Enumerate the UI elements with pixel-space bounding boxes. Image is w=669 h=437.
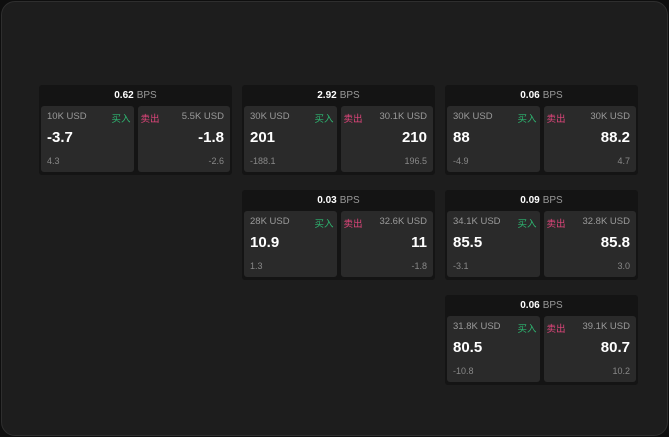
sell-button[interactable]: 30.1K USD 卖出 210 196.5 [340, 106, 433, 172]
buy-button[interactable]: 30K USD 买入 88 -4.9 [447, 106, 540, 172]
buy-price: 201 [250, 129, 276, 146]
quote-card: 0.09 BPS 34.1K USD 买入 85.5 -3.1 32.8K USD… [445, 190, 638, 280]
sell-button[interactable]: 39.1K USD 卖出 80.7 10.2 [543, 316, 636, 382]
sell-change: 196.5 [404, 156, 427, 166]
buy-button[interactable]: 34.1K USD 买入 85.5 -3.1 [447, 211, 540, 277]
sell-size: 5.5K USD [181, 111, 224, 122]
buy-size: 28K USD [250, 216, 290, 227]
spread-value: 2.92 [317, 90, 337, 101]
buy-change: -3.1 [453, 261, 469, 271]
sell-button[interactable]: 32.8K USD 卖出 85.8 3.0 [543, 211, 636, 277]
quote-card: 2.92 BPS 30K USD 买入 201 -188.1 30.1K USD … [242, 85, 435, 175]
quote-card: 0.03 BPS 28K USD 买入 10.9 1.3 32.6K USD 卖出… [242, 190, 435, 280]
sell-button[interactable]: 5.5K USD 卖出 -1.8 -2.6 [137, 106, 230, 172]
spread-value: 0.06 [520, 300, 540, 311]
buy-size: 34.1K USD [453, 216, 501, 227]
buy-price: 10.9 [250, 234, 280, 251]
sell-label: 卖出 [343, 219, 363, 230]
sell-price: -1.8 [198, 129, 224, 146]
sell-size: 30K USD [590, 111, 630, 122]
spread-unit: BPS [339, 90, 360, 101]
buy-label: 买入 [314, 114, 334, 125]
buy-price: -3.7 [47, 129, 73, 146]
buy-label: 买入 [517, 324, 537, 335]
quote-card: 0.06 BPS 30K USD 买入 88 -4.9 30K USD 卖出 88… [445, 85, 638, 175]
buy-label: 买入 [314, 219, 334, 230]
buy-button[interactable]: 10K USD 买入 -3.7 4.3 [41, 106, 134, 172]
sell-label: 卖出 [546, 324, 566, 335]
sell-size: 32.8K USD [582, 216, 630, 227]
spread-header: 0.09 BPS [445, 190, 638, 211]
buy-price: 85.5 [453, 234, 483, 251]
sell-change: 10.2 [612, 366, 630, 376]
buy-size: 31.8K USD [453, 321, 501, 332]
spread-header: 0.62 BPS [39, 85, 232, 106]
buy-size: 30K USD [250, 111, 290, 122]
buy-change: 4.3 [47, 156, 60, 166]
spread-unit: BPS [136, 90, 157, 101]
spread-unit: BPS [339, 195, 360, 206]
spread-header: 0.03 BPS [242, 190, 435, 211]
sell-price: 11 [411, 234, 427, 251]
spread-value: 0.06 [520, 90, 540, 101]
sell-change: -1.8 [411, 261, 427, 271]
buy-button[interactable]: 30K USD 买入 201 -188.1 [244, 106, 337, 172]
sell-label: 卖出 [140, 114, 160, 125]
spread-unit: BPS [542, 300, 563, 311]
buy-change: 1.3 [250, 261, 263, 271]
sell-label: 卖出 [343, 114, 363, 125]
buy-change: -188.1 [250, 156, 276, 166]
sell-price: 210 [401, 129, 427, 146]
spread-value: 0.03 [317, 195, 337, 206]
buy-button[interactable]: 31.8K USD 买入 80.5 -10.8 [447, 316, 540, 382]
sell-change: 4.7 [617, 156, 630, 166]
quote-card: 0.62 BPS 10K USD 买入 -3.7 4.3 5.5K USD 卖出 … [39, 85, 232, 175]
buy-price: 88 [453, 129, 470, 146]
sell-price: 85.8 [600, 234, 630, 251]
sell-label: 卖出 [546, 114, 566, 125]
spread-header: 2.92 BPS [242, 85, 435, 106]
sell-label: 卖出 [546, 219, 566, 230]
buy-label: 买入 [517, 219, 537, 230]
spread-header: 0.06 BPS [445, 85, 638, 106]
sell-price: 88.2 [600, 129, 630, 146]
sell-size: 30.1K USD [379, 111, 427, 122]
buy-size: 10K USD [47, 111, 87, 122]
sell-button[interactable]: 30K USD 卖出 88.2 4.7 [543, 106, 636, 172]
sell-size: 32.6K USD [379, 216, 427, 227]
buy-size: 30K USD [453, 111, 493, 122]
spread-unit: BPS [542, 195, 563, 206]
spread-header: 0.06 BPS [445, 295, 638, 316]
sell-size: 39.1K USD [582, 321, 630, 332]
buy-button[interactable]: 28K USD 买入 10.9 1.3 [244, 211, 337, 277]
spread-value: 0.62 [114, 90, 134, 101]
spread-value: 0.09 [520, 195, 540, 206]
sell-change: 3.0 [617, 261, 630, 271]
spread-unit: BPS [542, 90, 563, 101]
quote-card: 0.06 BPS 31.8K USD 买入 80.5 -10.8 39.1K US… [445, 295, 638, 385]
sell-price: 80.7 [600, 339, 630, 356]
buy-change: -10.8 [453, 366, 474, 376]
buy-label: 买入 [111, 114, 131, 125]
buy-change: -4.9 [453, 156, 469, 166]
buy-price: 80.5 [453, 339, 483, 356]
sell-button[interactable]: 32.6K USD 卖出 11 -1.8 [340, 211, 433, 277]
buy-label: 买入 [517, 114, 537, 125]
sell-change: -2.6 [208, 156, 224, 166]
